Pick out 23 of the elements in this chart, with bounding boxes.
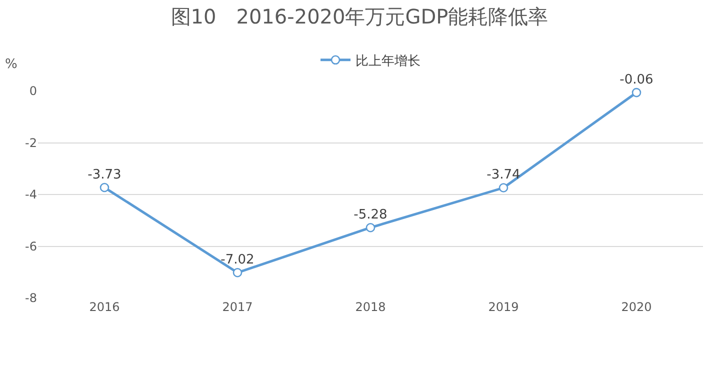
point: [366, 222, 376, 232]
point: [632, 88, 642, 98]
data-label: -0.06: [620, 72, 654, 88]
data-label: -7.02: [220, 252, 254, 268]
y-axis-title: %: [5, 57, 18, 72]
x-tick-label: 2018: [355, 300, 386, 314]
point: [498, 183, 508, 192]
point: [232, 268, 242, 278]
data-label: -3.73: [88, 167, 122, 182]
x-tick-label: 2016: [89, 300, 120, 314]
y-tick-label: -6: [25, 239, 37, 254]
point: [100, 182, 110, 192]
data-label: -3.74: [486, 168, 520, 183]
x-tick-label: 2017: [222, 300, 253, 314]
x-tick-label: 2019: [488, 300, 519, 314]
data-label: -5.28: [354, 207, 388, 222]
y-tick-label: 0: [29, 84, 37, 98]
x-tick-label: 2020: [621, 300, 652, 314]
y-tick-label: -4: [25, 188, 37, 202]
legend-label: 比上年增长: [356, 54, 420, 69]
y-tick-label: -2: [25, 136, 37, 150]
chart-title: 图10 2016-2020年万元GDP能耗降低率: [170, 4, 548, 28]
y-tick-label: -8: [25, 291, 37, 306]
